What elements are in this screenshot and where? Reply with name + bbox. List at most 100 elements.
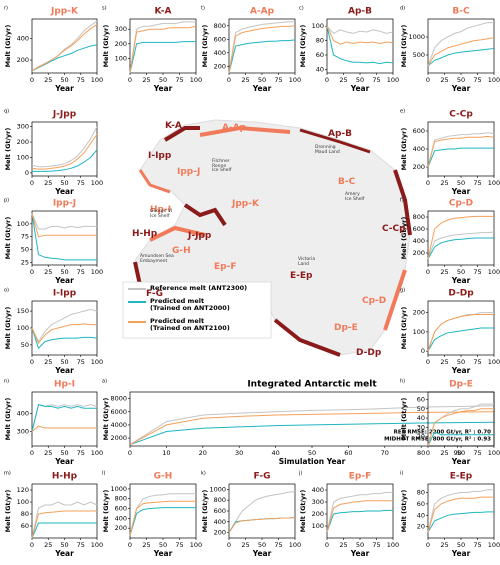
panel-title: Jpp-K bbox=[50, 7, 79, 17]
x-tick-label: 0 bbox=[426, 541, 430, 549]
y-tick-label: 25 bbox=[21, 258, 29, 266]
panel-letter: m) bbox=[4, 471, 11, 477]
x-axis-label: Year bbox=[451, 366, 471, 375]
series-line bbox=[129, 411, 495, 446]
x-tick-label: 40 bbox=[271, 449, 279, 457]
y-axis-label: Melt (Gt/yr) bbox=[400, 490, 408, 533]
series-line bbox=[31, 425, 97, 432]
x-tick-label: 25 bbox=[241, 541, 249, 549]
x-tick-label: 75 bbox=[473, 541, 481, 549]
y-tick-label: 100 bbox=[17, 498, 29, 506]
series-line bbox=[427, 237, 494, 260]
panel-letter: n) bbox=[4, 379, 9, 385]
region-label: Ep-F bbox=[214, 262, 237, 272]
x-tick-label: 25 bbox=[339, 541, 347, 549]
y-axis-label: Melt (Gt/yr) bbox=[102, 25, 110, 68]
series-line bbox=[427, 431, 494, 447]
y-tick-label: 300 bbox=[17, 123, 29, 131]
y-tick-label: 150 bbox=[17, 307, 29, 315]
x-tick-label: 100 bbox=[488, 76, 500, 84]
x-tick-label: 100 bbox=[190, 541, 202, 549]
y-tick-label: 0 bbox=[25, 169, 29, 177]
panel-title: Ap-B bbox=[348, 7, 372, 17]
panel-title: Dp-E bbox=[449, 380, 473, 390]
panel-title: H-Hp bbox=[52, 472, 78, 482]
x-axis-label: Simulation Year bbox=[279, 457, 346, 466]
y-tick-label: 200 bbox=[413, 309, 425, 317]
coast-melt bbox=[273, 318, 341, 357]
panel-letter: h) bbox=[400, 379, 405, 385]
y-tick-label: 400 bbox=[413, 145, 425, 153]
y-tick-label: 300 bbox=[312, 498, 324, 506]
y-axis-label: Melt (Gt/yr) bbox=[400, 128, 408, 171]
x-tick-label: 100 bbox=[488, 179, 500, 187]
region-label: C-Cp bbox=[382, 224, 406, 234]
legend-box bbox=[122, 281, 272, 339]
y-tick-label: 80 bbox=[21, 510, 29, 518]
region-label: Hp-I bbox=[150, 205, 172, 215]
x-axis-label: Year bbox=[252, 84, 272, 93]
series-line bbox=[129, 500, 196, 536]
series-line bbox=[32, 149, 98, 172]
x-tick-label: 100 bbox=[488, 449, 500, 457]
region-label: J-Jpp bbox=[188, 231, 212, 241]
series-line bbox=[326, 26, 394, 65]
y-axis-label: Melt (Gt/yr) bbox=[400, 307, 408, 350]
x-tick-label: 75 bbox=[473, 268, 481, 276]
y-tick-label: 4000 bbox=[110, 421, 127, 429]
panel-letter: c) bbox=[299, 6, 304, 12]
series-line bbox=[31, 522, 97, 539]
x-tick-label: 75 bbox=[175, 76, 183, 84]
x-tick-label: 50 bbox=[457, 179, 465, 187]
x-tick-label: 20 bbox=[199, 449, 207, 457]
x-tick-label: 25 bbox=[440, 76, 448, 84]
plot-frame bbox=[326, 18, 394, 74]
x-tick-label: 30 bbox=[235, 449, 243, 457]
x-tick-label: 25 bbox=[440, 449, 448, 457]
panel-title: I-Ipp bbox=[53, 289, 77, 299]
x-axis-label: Year bbox=[350, 84, 370, 93]
series-line bbox=[129, 41, 196, 74]
x-tick-label: 25 bbox=[44, 541, 52, 549]
series-line bbox=[31, 134, 98, 170]
place-label: George VI Ice Shelf bbox=[150, 209, 173, 219]
series-line bbox=[427, 231, 495, 260]
series-line bbox=[228, 517, 296, 533]
place-label: Amery Ice Shelf bbox=[345, 192, 365, 202]
x-tick-label: 0 bbox=[426, 358, 430, 366]
panel-letter: k) bbox=[201, 471, 206, 477]
x-tick-label: 0 bbox=[30, 268, 34, 276]
x-tick-label: 80 bbox=[417, 449, 425, 457]
plot-frame bbox=[427, 121, 495, 177]
y-axis-label: Melt (Gt/yr) bbox=[4, 217, 12, 260]
x-tick-label: 50 bbox=[457, 541, 465, 549]
series-line bbox=[427, 132, 495, 168]
x-tick-label: 50 bbox=[60, 76, 68, 84]
series-line bbox=[326, 491, 393, 533]
series-line bbox=[326, 500, 393, 533]
y-tick-label: 600 bbox=[214, 507, 226, 515]
y-tick-label: 800 bbox=[115, 495, 127, 503]
panel-letter: r) bbox=[4, 6, 8, 12]
x-tick-label: 75 bbox=[77, 358, 85, 366]
plot-frame bbox=[31, 210, 98, 266]
y-axis-label: Melt (Gt/yr) bbox=[400, 25, 408, 68]
x-tick-label: 50 bbox=[356, 76, 364, 84]
x-tick-label: 0 bbox=[128, 76, 132, 84]
series-line bbox=[427, 22, 494, 66]
series-line bbox=[427, 147, 494, 168]
y-tick-label: 60 bbox=[21, 522, 29, 530]
y-tick-label: 6000 bbox=[110, 408, 127, 416]
x-axis-label: Year bbox=[451, 276, 471, 285]
y-tick-label: 400 bbox=[17, 410, 29, 418]
legend-label: Predicted melt (Trained on ANT2100) bbox=[150, 317, 230, 332]
x-tick-label: 100 bbox=[91, 268, 103, 276]
y-tick-label: 200 bbox=[214, 529, 226, 537]
y-tick-label: 400 bbox=[312, 486, 324, 494]
coast-melt bbox=[183, 203, 227, 227]
y-tick-label: 20 bbox=[417, 433, 425, 441]
x-tick-label: 100 bbox=[91, 358, 103, 366]
x-tick-label: 25 bbox=[44, 76, 52, 84]
panel-letter: p) bbox=[4, 198, 9, 204]
panel-letter: e) bbox=[400, 109, 405, 115]
